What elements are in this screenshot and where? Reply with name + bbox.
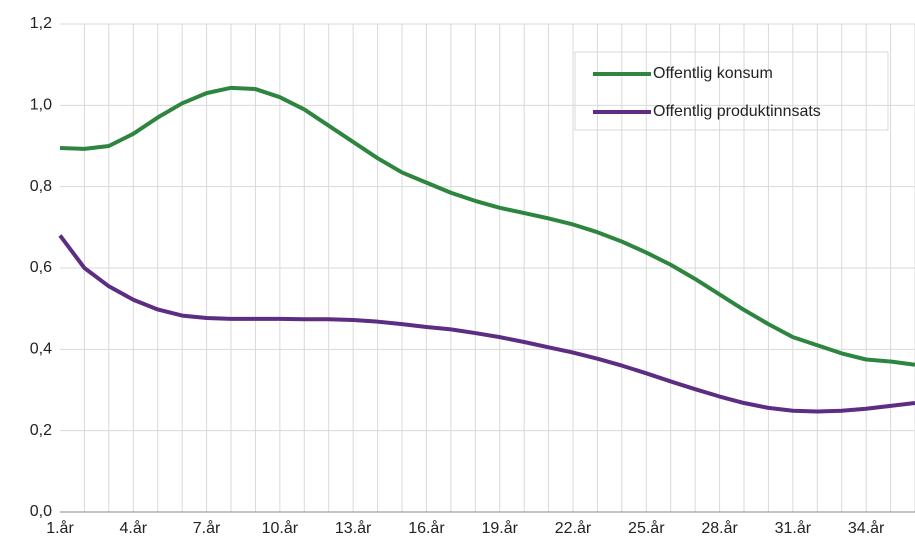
x-tick-label: 31.år [775,519,812,537]
series-line [59,85,915,367]
series-line [58,234,915,414]
legend-label: Offentlig konsum [653,65,773,82]
legend-label: Offentlig produktinnsats [653,103,821,120]
legend-box [574,51,889,131]
y-tick-label: 0,0 [30,503,52,520]
x-tick-label: 22.år [555,519,592,537]
y-tick-label: 1,2 [30,15,52,32]
x-tick-label: 1.år [46,519,74,537]
x-tick-label: 16.år [408,519,445,537]
y-tick-label: 0,2 [30,422,52,439]
y-tick-label: 0,8 [30,178,52,195]
y-tick-label: 0,6 [30,259,52,276]
x-tick-label: 13.år [335,519,372,537]
x-tick-label: 7.år [193,519,221,537]
x-tick-label: 28.år [701,519,738,537]
x-tick-label: 19.år [481,519,518,537]
x-tick-label: 34.år [848,519,885,537]
x-tick-label: 25.år [628,519,665,537]
x-tick-label: 10.år [262,519,299,537]
x-tick-label: 4.år [119,519,147,537]
y-tick-label: 1,0 [30,97,52,114]
y-tick-label: 0,4 [30,341,52,358]
